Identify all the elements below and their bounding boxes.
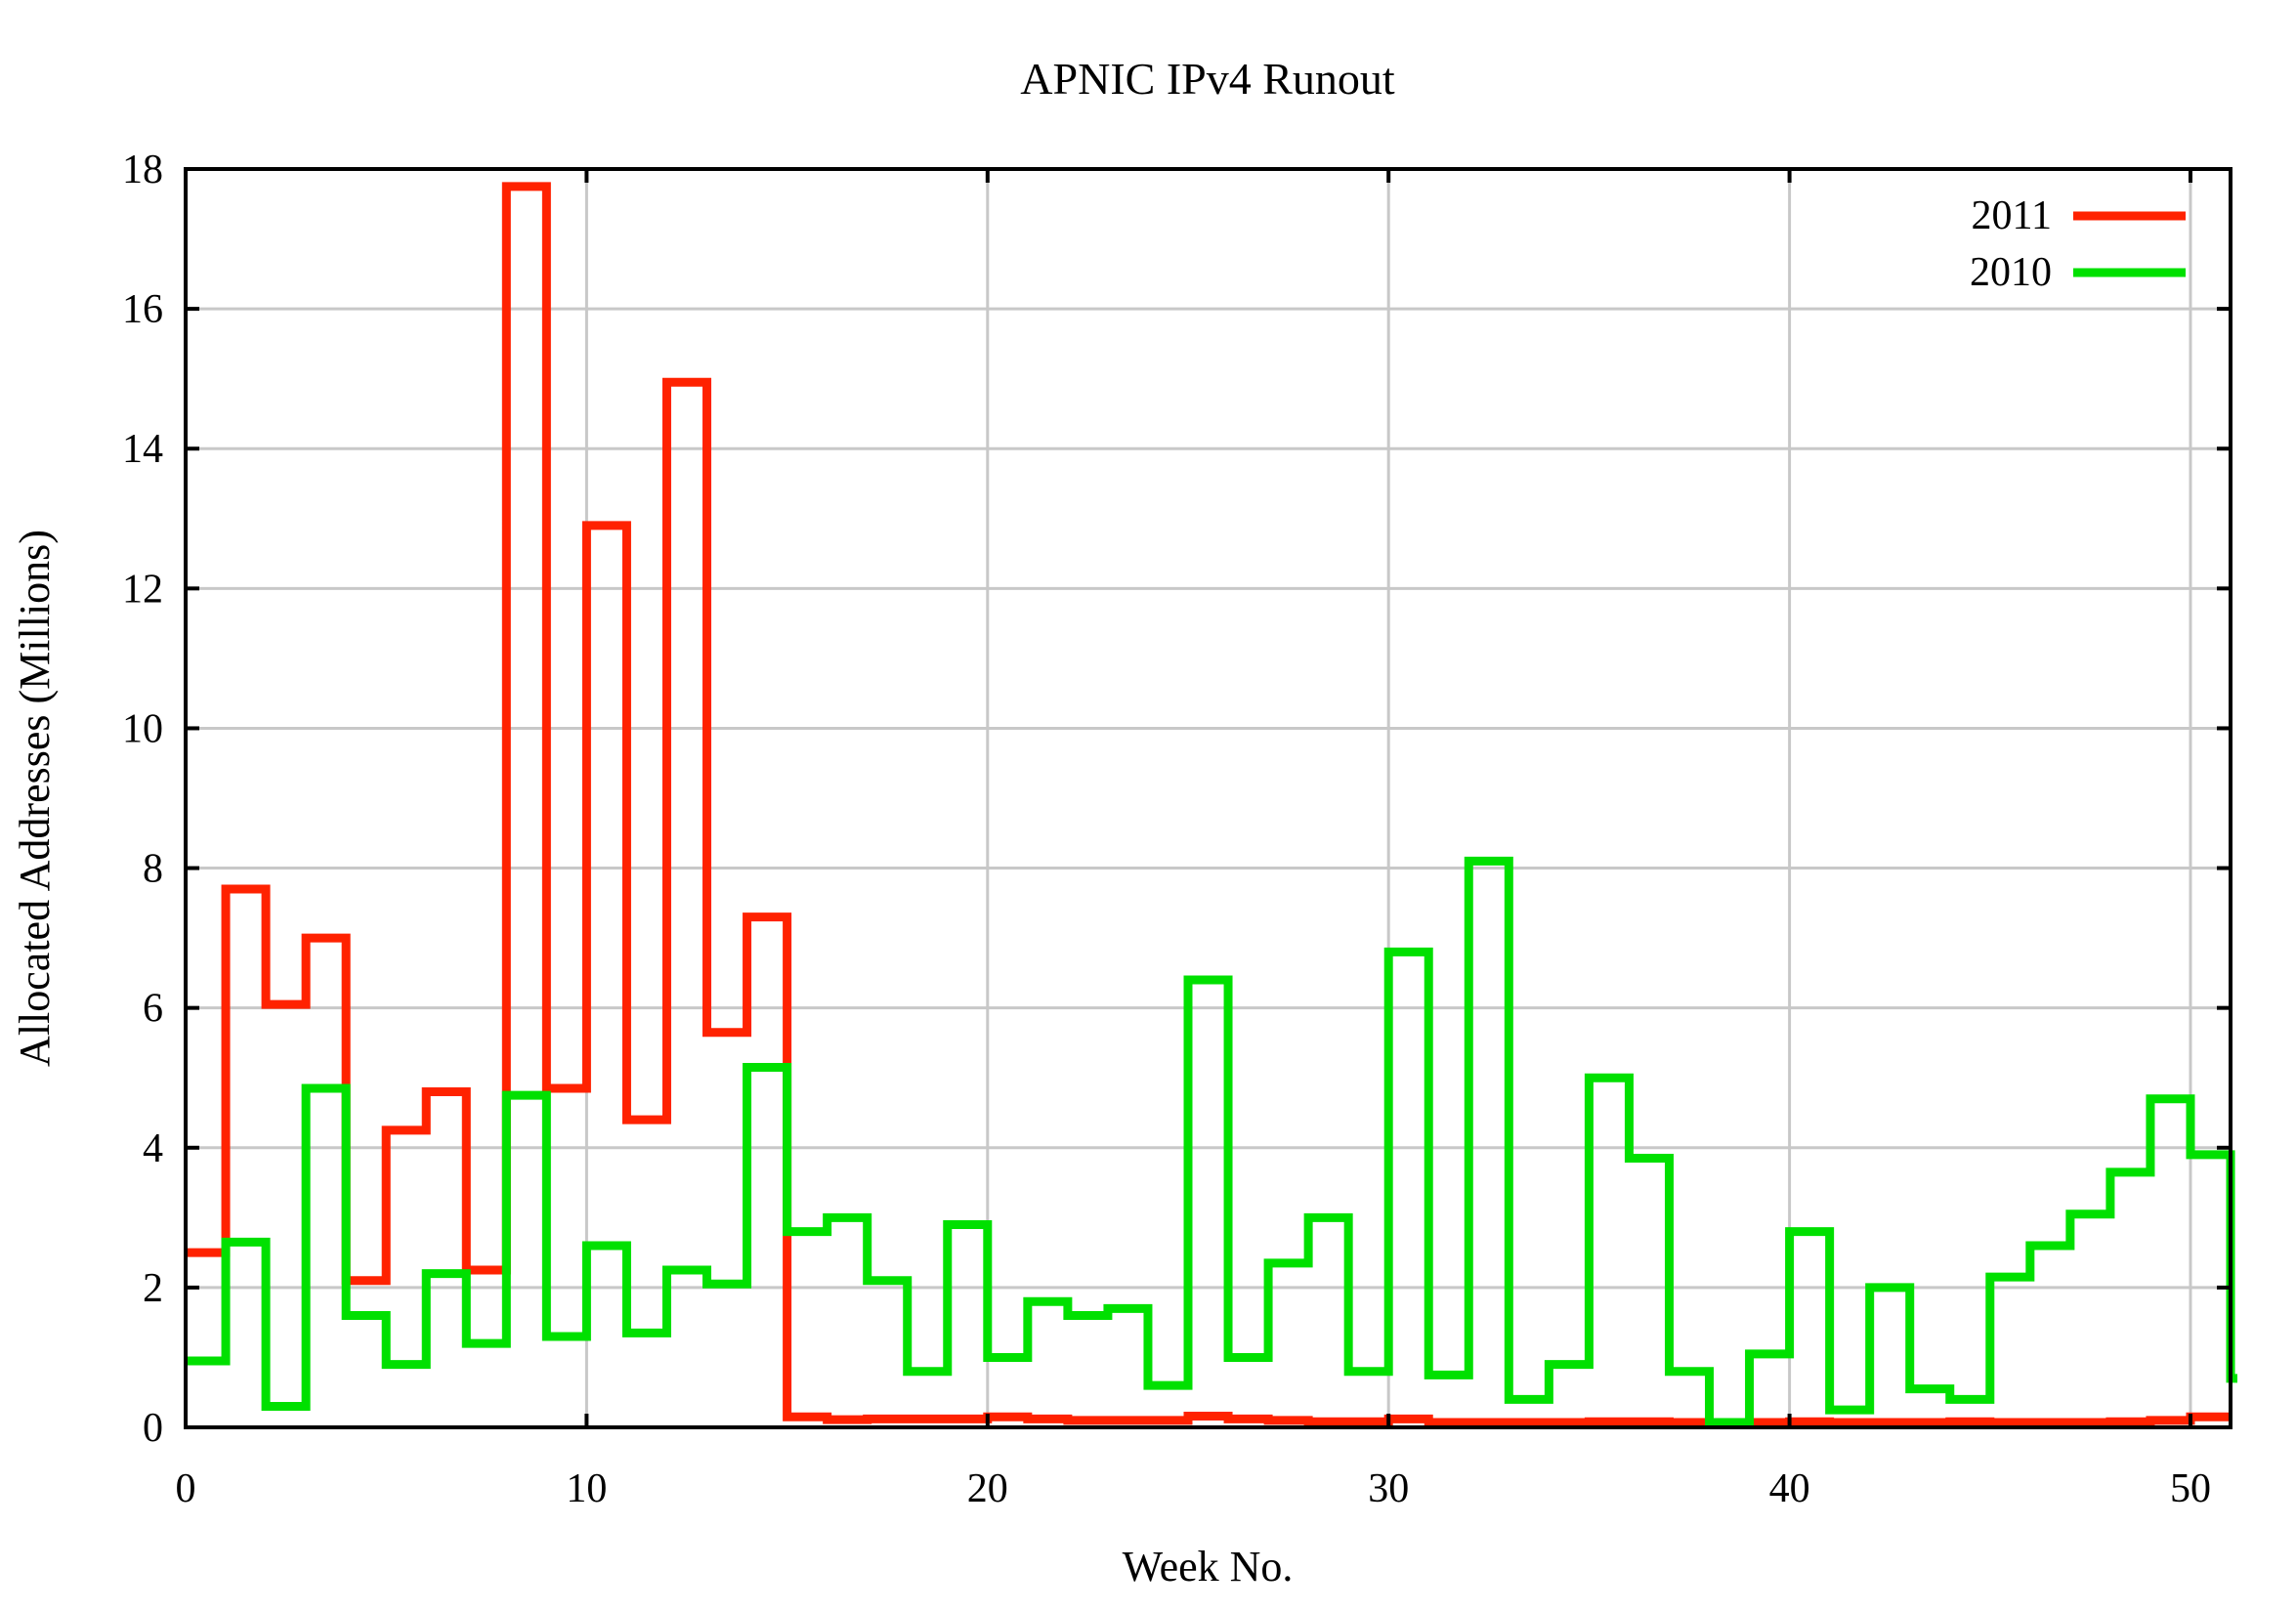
legend-label-2011: 2011 (1972, 193, 2052, 238)
y-tick-label: 10 (122, 706, 163, 751)
plot-frame (184, 166, 2232, 1429)
y-tick-label: 0 (143, 1406, 163, 1451)
plot-border (184, 167, 2232, 1429)
y-tick-label: 18 (122, 148, 163, 192)
x-tick-label: 30 (1368, 1466, 1409, 1511)
y-tick-label: 8 (143, 847, 163, 892)
legend-label-2010: 2010 (1970, 250, 2052, 295)
gridlines (186, 169, 2231, 1427)
y-tick-label: 2 (143, 1266, 163, 1311)
data-series (186, 182, 2237, 1427)
y-tick-label: 4 (143, 1126, 163, 1171)
y-axis-title: Allocated Addresses (Millions) (11, 530, 59, 1067)
y-tick-label: 12 (122, 567, 163, 612)
x-tick-label: 0 (176, 1466, 196, 1511)
x-tick-label: 10 (566, 1466, 607, 1511)
x-tick-label: 50 (2170, 1466, 2211, 1511)
chart-title: APNIC IPv4 Runout (1020, 54, 1395, 104)
y-tick-label: 6 (143, 987, 163, 1032)
x-tick-label: 40 (1769, 1466, 1810, 1511)
x-tick-label: 20 (967, 1466, 1008, 1511)
legend-item-2010: 2010 (1970, 250, 2186, 295)
series-2010-line (186, 856, 2237, 1427)
y-tick-label: 16 (122, 287, 163, 332)
y-tick-label: 14 (122, 427, 163, 472)
x-axis-title: Week No. (1123, 1543, 1294, 1591)
tick-labels: 0 10 20 30 40 50 0 2 4 6 8 10 12 14 16 18 (122, 148, 2211, 1511)
series-2011-line (186, 182, 2232, 1427)
legend-item-2011: 2011 (1972, 193, 2186, 238)
legend: 2011 2010 (1970, 193, 2186, 295)
